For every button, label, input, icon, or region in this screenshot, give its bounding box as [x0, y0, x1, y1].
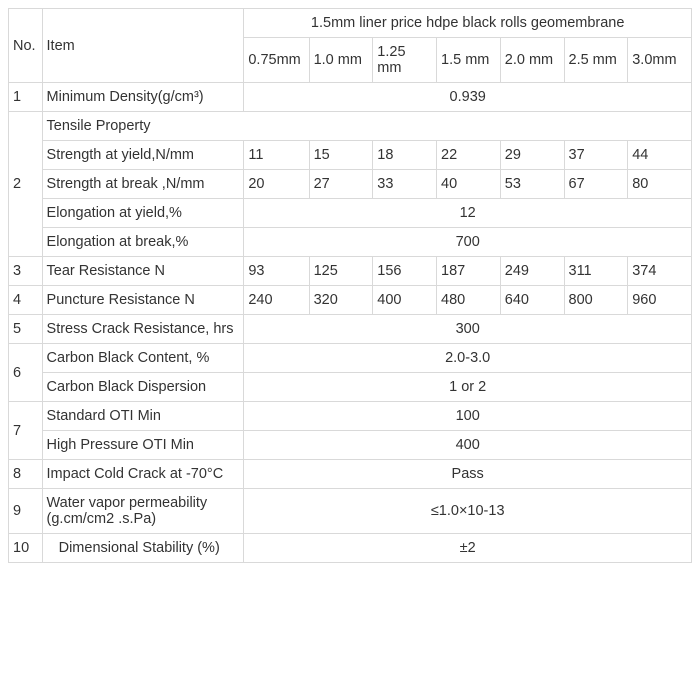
r5-val: 300	[244, 315, 692, 344]
r2-sy-4: 29	[500, 141, 564, 170]
col-0: 0.75mm	[244, 38, 309, 83]
r7-soti-val: 100	[244, 402, 692, 431]
spec-table: No. Item 1.5mm liner price hdpe black ro…	[8, 8, 692, 563]
r2-sy-item: Strength at yield,N/mm	[42, 141, 244, 170]
r4-4: 640	[500, 286, 564, 315]
row-10: 10 Dimensional Stability (%) ±2	[9, 534, 692, 563]
r2-sb-item: Strength at break ,N/mm	[42, 170, 244, 199]
r9-no: 9	[9, 489, 43, 534]
row-9: 9 Water vapor permeability (g.cm/cm2 .s.…	[9, 489, 692, 534]
header-item: Item	[42, 9, 244, 83]
r8-val: Pass	[244, 460, 692, 489]
r3-0: 93	[244, 257, 309, 286]
row-7-hoti: High Pressure OTI Min 400	[9, 431, 692, 460]
r3-6: 374	[628, 257, 692, 286]
r6-cbd-val: 1 or 2	[244, 373, 692, 402]
r3-3: 187	[437, 257, 501, 286]
r4-5: 800	[564, 286, 628, 315]
col-2: 1.25 mm	[373, 38, 437, 83]
row-4: 4 Puncture Resistance N 240 320 400 480 …	[9, 286, 692, 315]
r10-item: Dimensional Stability (%)	[42, 534, 244, 563]
r4-2: 400	[373, 286, 437, 315]
r4-item: Puncture Resistance N	[42, 286, 244, 315]
r3-item: Tear Resistance N	[42, 257, 244, 286]
row-8: 8 Impact Cold Crack at -70°C Pass	[9, 460, 692, 489]
r7-soti-item: Standard OTI Min	[42, 402, 244, 431]
col-3: 1.5 mm	[437, 38, 501, 83]
row-5: 5 Stress Crack Resistance, hrs 300	[9, 315, 692, 344]
r8-item: Impact Cold Crack at -70°C	[42, 460, 244, 489]
r2-sb-0: 20	[244, 170, 309, 199]
r2-sy-0: 11	[244, 141, 309, 170]
r2-ey-val: 12	[244, 199, 692, 228]
r4-no: 4	[9, 286, 43, 315]
r9-item: Water vapor permeability (g.cm/cm2 .s.Pa…	[42, 489, 244, 534]
r3-1: 125	[309, 257, 373, 286]
r10-val: ±2	[244, 534, 692, 563]
col-6: 3.0mm	[628, 38, 692, 83]
row-2-tp: 2 Tensile Property	[9, 112, 692, 141]
r7-hoti-val: 400	[244, 431, 692, 460]
r2-eb-val: 700	[244, 228, 692, 257]
r2-sb-3: 40	[437, 170, 501, 199]
row-6-cbd: Carbon Black Dispersion 1 or 2	[9, 373, 692, 402]
row-2-eb: Elongation at break,% 700	[9, 228, 692, 257]
r9-val: ≤1.0×10-13	[244, 489, 692, 534]
header-row-1: No. Item 1.5mm liner price hdpe black ro…	[9, 9, 692, 38]
r10-no: 10	[9, 534, 43, 563]
col-4: 2.0 mm	[500, 38, 564, 83]
r2-sy-1: 15	[309, 141, 373, 170]
col-5: 2.5 mm	[564, 38, 628, 83]
r2-sb-4: 53	[500, 170, 564, 199]
r4-0: 240	[244, 286, 309, 315]
r1-item: Minimum Density(g/cm³)	[42, 83, 244, 112]
r2-no: 2	[9, 112, 43, 257]
r1-no: 1	[9, 83, 43, 112]
r2-tp: Tensile Property	[42, 112, 691, 141]
header-title: 1.5mm liner price hdpe black rolls geome…	[244, 9, 692, 38]
r3-4: 249	[500, 257, 564, 286]
r6-no: 6	[9, 344, 43, 402]
r2-sy-6: 44	[628, 141, 692, 170]
r3-2: 156	[373, 257, 437, 286]
r2-eb-item: Elongation at break,%	[42, 228, 244, 257]
row-3: 3 Tear Resistance N 93 125 156 187 249 3…	[9, 257, 692, 286]
r2-sb-1: 27	[309, 170, 373, 199]
row-2-sb: Strength at break ,N/mm 20 27 33 40 53 6…	[9, 170, 692, 199]
r2-sy-2: 18	[373, 141, 437, 170]
r6-cbc-item: Carbon Black Content, %	[42, 344, 244, 373]
r1-val: 0.939	[244, 83, 692, 112]
r6-cbc-val: 2.0-3.0	[244, 344, 692, 373]
r2-ey-item: Elongation at yield,%	[42, 199, 244, 228]
r4-3: 480	[437, 286, 501, 315]
header-no: No.	[9, 9, 43, 83]
r4-1: 320	[309, 286, 373, 315]
r6-cbd-item: Carbon Black Dispersion	[42, 373, 244, 402]
r5-item: Stress Crack Resistance, hrs	[42, 315, 244, 344]
row-2-ey: Elongation at yield,% 12	[9, 199, 692, 228]
r2-sb-5: 67	[564, 170, 628, 199]
r7-hoti-item: High Pressure OTI Min	[42, 431, 244, 460]
r2-sb-2: 33	[373, 170, 437, 199]
r3-no: 3	[9, 257, 43, 286]
row-2-sy: Strength at yield,N/mm 11 15 18 22 29 37…	[9, 141, 692, 170]
row-1: 1 Minimum Density(g/cm³) 0.939	[9, 83, 692, 112]
r2-sy-3: 22	[437, 141, 501, 170]
row-6-cbc: 6 Carbon Black Content, % 2.0-3.0	[9, 344, 692, 373]
r4-6: 960	[628, 286, 692, 315]
col-1: 1.0 mm	[309, 38, 373, 83]
r2-sb-6: 80	[628, 170, 692, 199]
r7-no: 7	[9, 402, 43, 460]
r5-no: 5	[9, 315, 43, 344]
r8-no: 8	[9, 460, 43, 489]
r3-5: 311	[564, 257, 628, 286]
r2-sy-5: 37	[564, 141, 628, 170]
row-7-soti: 7 Standard OTI Min 100	[9, 402, 692, 431]
